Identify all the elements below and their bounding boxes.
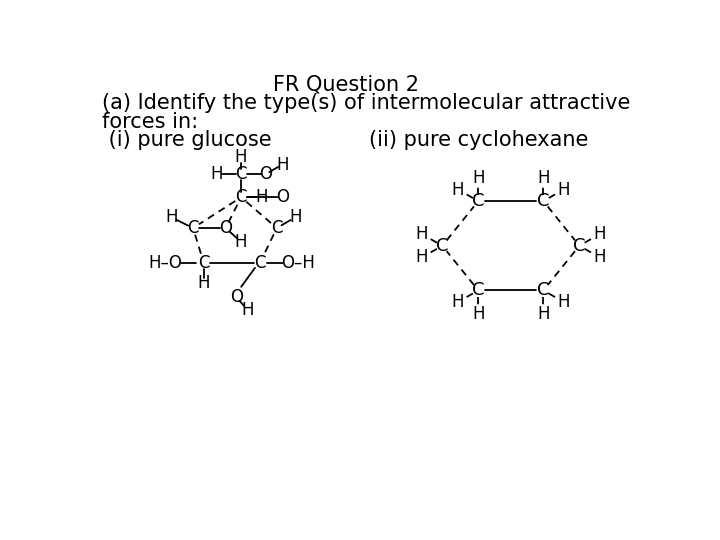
- Text: C: C: [271, 219, 282, 237]
- Text: C: C: [235, 165, 247, 183]
- Text: H: H: [235, 233, 248, 251]
- Text: O–H: O–H: [282, 254, 315, 273]
- Text: H: H: [557, 180, 570, 199]
- Text: C: C: [472, 281, 485, 299]
- Text: H: H: [210, 165, 222, 183]
- Text: forces in:: forces in:: [102, 112, 198, 132]
- Text: C: C: [537, 281, 549, 299]
- Text: C: C: [436, 237, 449, 255]
- Text: C: C: [254, 254, 266, 273]
- Text: H: H: [472, 169, 485, 187]
- Text: (a) Identify the type(s) of intermolecular attractive: (a) Identify the type(s) of intermolecul…: [102, 93, 630, 113]
- Text: C: C: [187, 219, 199, 237]
- Text: H: H: [472, 305, 485, 322]
- Text: H: H: [416, 248, 428, 266]
- Text: H: H: [289, 208, 302, 226]
- Text: FR Question 2: FR Question 2: [273, 74, 419, 94]
- Text: O: O: [259, 165, 272, 183]
- Text: (ii) pure cyclohexane: (ii) pure cyclohexane: [369, 130, 588, 150]
- Text: H: H: [165, 208, 178, 226]
- Text: C: C: [537, 192, 549, 210]
- Text: H: H: [235, 148, 248, 166]
- Text: C: C: [198, 254, 210, 273]
- Text: O: O: [219, 219, 232, 237]
- Text: C: C: [235, 188, 247, 206]
- Text: H: H: [276, 156, 289, 174]
- Text: H: H: [451, 180, 464, 199]
- Text: H: H: [537, 169, 549, 187]
- Text: (i) pure glucose: (i) pure glucose: [102, 130, 271, 150]
- Text: H: H: [451, 293, 464, 311]
- Text: H: H: [593, 248, 606, 266]
- Text: H: H: [537, 305, 549, 322]
- Text: H: H: [198, 274, 210, 293]
- Text: H: H: [255, 188, 268, 206]
- Text: H: H: [593, 225, 606, 243]
- Text: C: C: [472, 192, 485, 210]
- Text: H–O: H–O: [148, 254, 182, 273]
- Text: O: O: [230, 288, 243, 306]
- Text: H: H: [241, 301, 253, 319]
- Text: O: O: [276, 188, 289, 206]
- Text: C: C: [573, 237, 585, 255]
- Text: H: H: [557, 293, 570, 311]
- Text: H: H: [416, 225, 428, 243]
